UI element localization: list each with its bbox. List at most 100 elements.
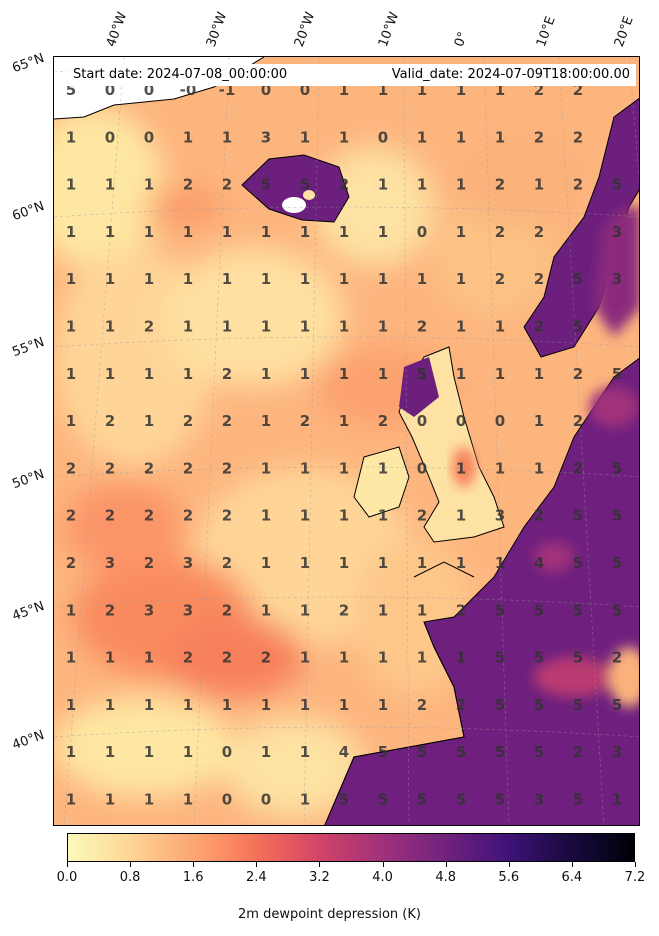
grid-value: 2 — [105, 507, 115, 525]
colorbar-tickmark — [67, 862, 68, 867]
lon-label: 40°W — [103, 10, 131, 49]
grid-value: 0 — [144, 81, 154, 99]
grid-value: 1 — [339, 318, 349, 336]
grid-value: 1 — [534, 459, 544, 477]
grid-value: 1 — [339, 649, 349, 667]
grid-value: 1 — [417, 649, 427, 667]
grid-value: 2 — [183, 649, 193, 667]
grid-value: 5 — [417, 365, 427, 383]
grid-value: 4 — [534, 554, 544, 572]
grid-value: 1 — [456, 81, 466, 99]
colorbar-tick-label: 4.0 — [372, 870, 393, 885]
grid-value: 0 — [300, 81, 310, 99]
grid-value: 1 — [378, 696, 388, 714]
grid-value: 1 — [495, 81, 505, 99]
grid-value: 1 — [378, 81, 388, 99]
grid-value: 1 — [144, 176, 154, 194]
grid-value: 2 — [222, 554, 232, 572]
grid-value: 2 — [534, 318, 544, 336]
grid-value: 3 — [183, 554, 193, 572]
grid-value: 1 — [261, 365, 271, 383]
grid-value: 1 — [261, 459, 271, 477]
grid-value: 1 — [456, 554, 466, 572]
grid-value: 1 — [456, 649, 466, 667]
grid-value: 1 — [222, 318, 232, 336]
grid-value: 1 — [339, 128, 349, 146]
grid-value: 2 — [378, 412, 388, 430]
colorbar-tickmark — [193, 862, 195, 867]
grid-value: 2 — [144, 507, 154, 525]
grid-value: 5 — [612, 459, 622, 477]
grid-value: 2 — [534, 507, 544, 525]
grid-value: 1 — [495, 459, 505, 477]
grid-value: 5 — [534, 696, 544, 714]
colorbar-tick-label: 3.2 — [309, 870, 330, 885]
grid-value: 5 — [339, 791, 349, 809]
grid-value: 1 — [300, 743, 310, 761]
grid-value: 5 — [495, 743, 505, 761]
grid-value: 2 — [339, 601, 349, 619]
grid-value: 1 — [261, 507, 271, 525]
grid-value: 1 — [183, 270, 193, 288]
lat-label: 60°N — [10, 198, 47, 225]
grid-value: 3 — [105, 554, 115, 572]
grid-value: 1 — [105, 176, 115, 194]
grid-value: 1 — [300, 459, 310, 477]
grid-value: 2 — [417, 696, 427, 714]
grid-value: 2 — [456, 601, 466, 619]
grid-value: 3 — [612, 743, 622, 761]
grid-value: 1 — [456, 176, 466, 194]
grid-value: 1 — [261, 554, 271, 572]
grid-value: 1 — [456, 223, 466, 241]
grid-value: 5 — [417, 791, 427, 809]
grid-value: 5 — [573, 696, 583, 714]
grid-value: 1 — [66, 601, 76, 619]
grid-value: 1 — [105, 696, 115, 714]
grid-value: 2 — [573, 743, 583, 761]
grid-value: 1 — [105, 365, 115, 383]
grid-value: 5 — [573, 507, 583, 525]
grid-value: 1 — [300, 318, 310, 336]
lon-label: 30°W — [203, 10, 231, 49]
grid-value: 5 — [573, 649, 583, 667]
grid-value: 2 — [144, 318, 154, 336]
colorbar-tick-label: 6.4 — [561, 870, 583, 885]
colorbar-tick-label: 2.4 — [245, 870, 267, 885]
grid-value: 5 — [495, 696, 505, 714]
colorbar-tickmark — [130, 862, 132, 867]
grid-value: 5 — [573, 318, 583, 336]
colorbar-tick-label: 7.2 — [624, 870, 646, 885]
map-panel: 5 0 0 -0 -1 0 0 1 1 1 1 1 2 2 1 0 0 1 1 3 1 1 0 1 1 1 2 2 1 1 1 2 2 5 5 2 1 1… — [53, 56, 640, 826]
grid-value: 1 — [495, 554, 505, 572]
grid-value: 1 — [144, 791, 154, 809]
grid-value: 1 — [66, 365, 76, 383]
grid-value: 1 — [534, 176, 544, 194]
grid-value: 1 — [417, 601, 427, 619]
grid-value: 1 — [300, 223, 310, 241]
grid-value: 2 — [339, 176, 349, 194]
colorbar-tick-label: 5.6 — [498, 870, 520, 885]
lon-label: 10°W — [375, 10, 403, 49]
grid-value: 1 — [456, 507, 466, 525]
grid-value: 2 — [261, 649, 271, 667]
lon-label: 0° — [451, 29, 472, 49]
grid-value: 1 — [378, 459, 388, 477]
grid-value: 3 — [261, 128, 271, 146]
grid-value: 1 — [300, 601, 310, 619]
grid-value: 1 — [378, 270, 388, 288]
scotland-highlands — [399, 357, 439, 417]
grid-value: 2 — [495, 223, 505, 241]
grid-value: 1 — [222, 270, 232, 288]
grid-value: 5 — [573, 270, 583, 288]
lat-label: 50°N — [10, 466, 47, 493]
grid-value: 1 — [495, 318, 505, 336]
grid-value: 1 — [378, 601, 388, 619]
grid-value: 1 — [66, 128, 76, 146]
grid-value: 1 — [183, 128, 193, 146]
grid-value: 1 — [66, 223, 76, 241]
grid-value: 1 — [183, 318, 193, 336]
grid-value: 5 — [495, 601, 505, 619]
grid-value: 5 — [456, 791, 466, 809]
grid-value: 0 — [144, 128, 154, 146]
grid-value: 2 — [573, 459, 583, 477]
